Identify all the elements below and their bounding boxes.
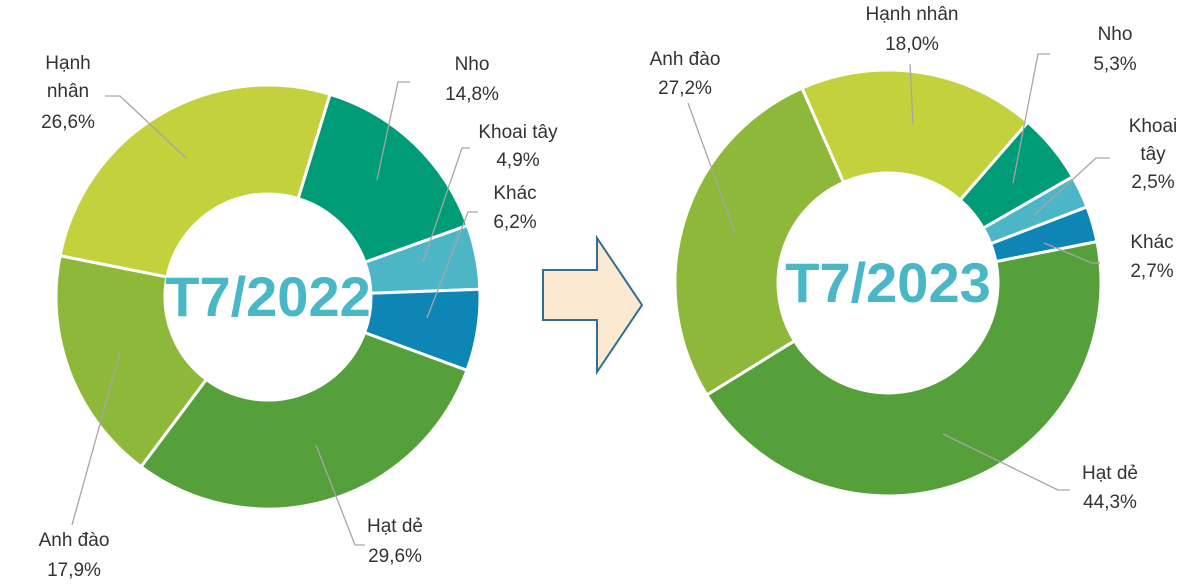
slice [138, 330, 469, 511]
category-label: Nho [1098, 24, 1133, 45]
slice [704, 239, 1103, 498]
value-label: 44,3% [1083, 492, 1137, 513]
value-label: 14,8% [445, 84, 499, 105]
category-label: Anh đào [39, 530, 110, 551]
leader-line [105, 95, 187, 159]
leader-line [426, 211, 478, 319]
value-label: 4,9% [496, 150, 539, 171]
category-label: Hạnh nhân [866, 4, 959, 25]
value-label: 17,9% [47, 560, 101, 581]
category-label: Khác [493, 183, 536, 204]
leader-line [315, 444, 365, 546]
leader-line [1043, 242, 1100, 264]
category-label: Hạt dẻ [1082, 463, 1138, 484]
slice [54, 253, 209, 469]
leader-line [1033, 157, 1110, 216]
leader-line [376, 81, 410, 181]
leader-line [942, 433, 1070, 491]
category-label: Khoai tây [478, 122, 558, 143]
value-label: 29,6% [368, 546, 422, 567]
leader-line [1012, 53, 1050, 184]
leader-line [909, 63, 914, 125]
category-label: Hạnh nhân [45, 53, 90, 102]
leader-line [422, 147, 470, 263]
value-label: 5,3% [1093, 54, 1136, 75]
category-label: Anh đào [650, 49, 721, 70]
value-label: 18,0% [885, 34, 939, 55]
value-label: 2,7% [1130, 261, 1173, 282]
value-label: 27,2% [658, 78, 712, 99]
leader-line [687, 102, 736, 234]
slice [800, 68, 1030, 203]
value-label: 6,2% [493, 212, 536, 233]
slice [673, 86, 846, 398]
value-label: 26,6% [41, 112, 95, 133]
category-label: Khác [1130, 232, 1173, 253]
value-label: 2,5% [1131, 172, 1174, 193]
category-label: Hạt dẻ [367, 516, 423, 537]
arrow [542, 234, 644, 376]
category-label: Khoai tây [1129, 116, 1178, 165]
category-label: Nho [455, 54, 490, 75]
center-title: T7/2022 [165, 265, 371, 328]
center-title: T7/2023 [785, 251, 991, 314]
leader-line [71, 351, 121, 526]
slice [58, 83, 332, 279]
